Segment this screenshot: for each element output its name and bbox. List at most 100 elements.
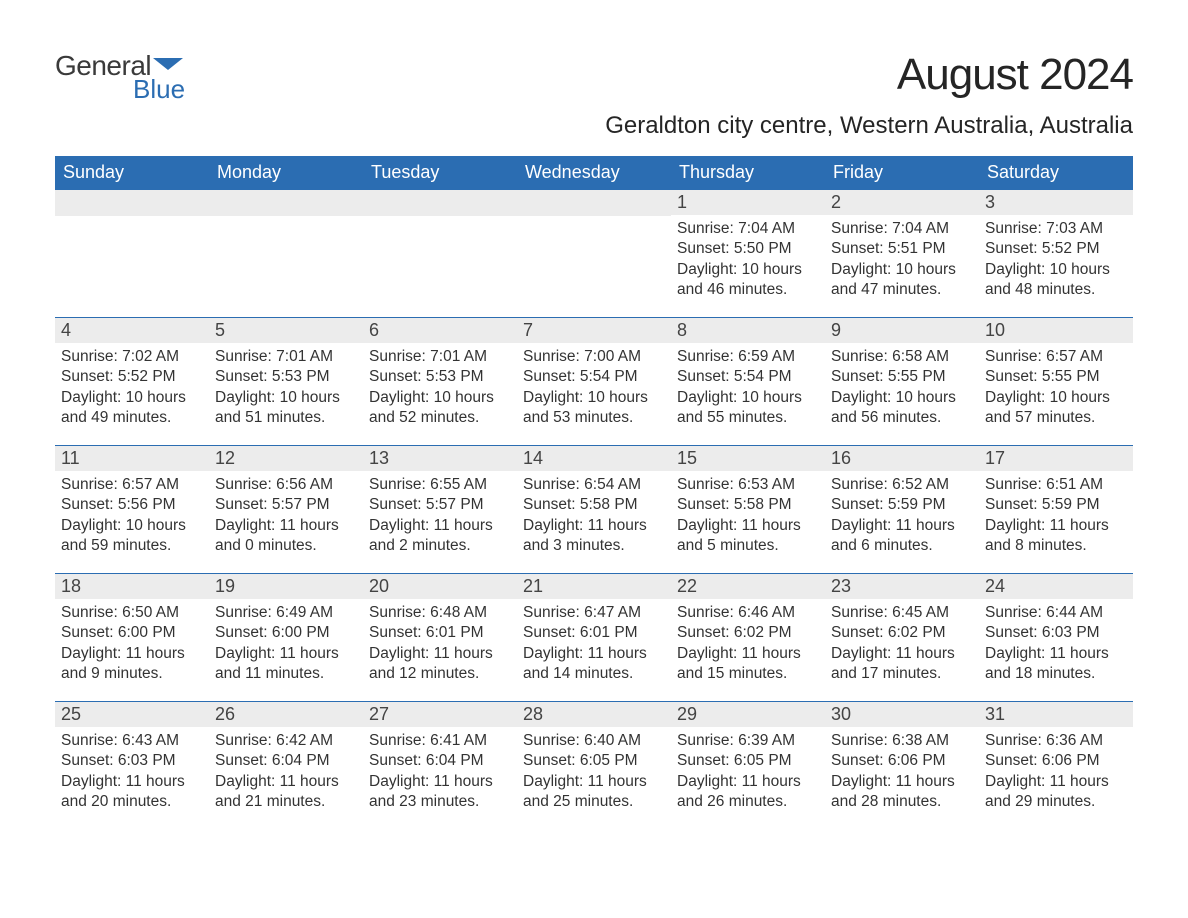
daylight-line: Daylight: 11 hours and 0 minutes. xyxy=(215,516,357,557)
logo-word2: Blue xyxy=(133,74,185,105)
sunrise-line: Sunrise: 7:04 AM xyxy=(677,219,819,239)
sunset-line: Sunset: 6:05 PM xyxy=(523,751,665,771)
daylight-line: Daylight: 10 hours and 47 minutes. xyxy=(831,260,973,301)
daylight-line: Daylight: 10 hours and 53 minutes. xyxy=(523,388,665,429)
day-number: 13 xyxy=(363,445,517,471)
day-header: Thursday xyxy=(671,156,825,189)
calendar-cell: 18Sunrise: 6:50 AMSunset: 6:00 PMDayligh… xyxy=(55,573,209,701)
daylight-line: Daylight: 11 hours and 23 minutes. xyxy=(369,772,511,813)
day-header: Saturday xyxy=(979,156,1133,189)
sunrise-line: Sunrise: 6:48 AM xyxy=(369,603,511,623)
calendar-cell: 16Sunrise: 6:52 AMSunset: 5:59 PMDayligh… xyxy=(825,445,979,573)
day-number: 22 xyxy=(671,573,825,599)
daylight-line: Daylight: 10 hours and 49 minutes. xyxy=(61,388,203,429)
sunrise-line: Sunrise: 6:49 AM xyxy=(215,603,357,623)
calendar-week-row: 25Sunrise: 6:43 AMSunset: 6:03 PMDayligh… xyxy=(55,701,1133,829)
day-number: 11 xyxy=(55,445,209,471)
calendar-cell: 26Sunrise: 6:42 AMSunset: 6:04 PMDayligh… xyxy=(209,701,363,829)
day-details: Sunrise: 6:45 AMSunset: 6:02 PMDaylight:… xyxy=(825,599,979,689)
day-number: 12 xyxy=(209,445,363,471)
daylight-line: Daylight: 11 hours and 26 minutes. xyxy=(677,772,819,813)
day-details: Sunrise: 6:39 AMSunset: 6:05 PMDaylight:… xyxy=(671,727,825,817)
calendar-cell: 30Sunrise: 6:38 AMSunset: 6:06 PMDayligh… xyxy=(825,701,979,829)
daylight-line: Daylight: 10 hours and 52 minutes. xyxy=(369,388,511,429)
day-details: Sunrise: 6:48 AMSunset: 6:01 PMDaylight:… xyxy=(363,599,517,689)
day-details: Sunrise: 6:44 AMSunset: 6:03 PMDaylight:… xyxy=(979,599,1133,689)
calendar-cell: 12Sunrise: 6:56 AMSunset: 5:57 PMDayligh… xyxy=(209,445,363,573)
day-number: 6 xyxy=(363,317,517,343)
sunset-line: Sunset: 5:51 PM xyxy=(831,239,973,259)
sunset-line: Sunset: 5:52 PM xyxy=(985,239,1127,259)
day-details: Sunrise: 6:47 AMSunset: 6:01 PMDaylight:… xyxy=(517,599,671,689)
sunrise-line: Sunrise: 6:58 AM xyxy=(831,347,973,367)
sunrise-line: Sunrise: 6:53 AM xyxy=(677,475,819,495)
sunset-line: Sunset: 6:05 PM xyxy=(677,751,819,771)
calendar-cell xyxy=(517,189,671,317)
daylight-line: Daylight: 11 hours and 6 minutes. xyxy=(831,516,973,557)
sunrise-line: Sunrise: 6:57 AM xyxy=(985,347,1127,367)
calendar-cell: 8Sunrise: 6:59 AMSunset: 5:54 PMDaylight… xyxy=(671,317,825,445)
day-details: Sunrise: 6:36 AMSunset: 6:06 PMDaylight:… xyxy=(979,727,1133,817)
calendar-week-row: 4Sunrise: 7:02 AMSunset: 5:52 PMDaylight… xyxy=(55,317,1133,445)
calendar-cell: 17Sunrise: 6:51 AMSunset: 5:59 PMDayligh… xyxy=(979,445,1133,573)
day-details: Sunrise: 6:58 AMSunset: 5:55 PMDaylight:… xyxy=(825,343,979,433)
sunset-line: Sunset: 6:02 PM xyxy=(831,623,973,643)
day-number: 31 xyxy=(979,701,1133,727)
sunset-line: Sunset: 5:50 PM xyxy=(677,239,819,259)
day-details: Sunrise: 6:41 AMSunset: 6:04 PMDaylight:… xyxy=(363,727,517,817)
sunrise-line: Sunrise: 6:36 AM xyxy=(985,731,1127,751)
page-title: August 2024 xyxy=(897,50,1133,100)
daylight-line: Daylight: 11 hours and 5 minutes. xyxy=(677,516,819,557)
day-number: 5 xyxy=(209,317,363,343)
daylight-line: Daylight: 11 hours and 21 minutes. xyxy=(215,772,357,813)
daylight-line: Daylight: 10 hours and 51 minutes. xyxy=(215,388,357,429)
calendar-cell xyxy=(363,189,517,317)
sunrise-line: Sunrise: 6:54 AM xyxy=(523,475,665,495)
sunrise-line: Sunrise: 6:56 AM xyxy=(215,475,357,495)
empty-day-bar xyxy=(55,189,209,216)
day-details: Sunrise: 7:03 AMSunset: 5:52 PMDaylight:… xyxy=(979,215,1133,305)
calendar-cell: 20Sunrise: 6:48 AMSunset: 6:01 PMDayligh… xyxy=(363,573,517,701)
sunrise-line: Sunrise: 6:52 AM xyxy=(831,475,973,495)
day-header: Tuesday xyxy=(363,156,517,189)
day-number: 18 xyxy=(55,573,209,599)
day-number: 17 xyxy=(979,445,1133,471)
sunset-line: Sunset: 5:58 PM xyxy=(523,495,665,515)
day-number: 24 xyxy=(979,573,1133,599)
sunrise-line: Sunrise: 6:55 AM xyxy=(369,475,511,495)
sunset-line: Sunset: 5:53 PM xyxy=(215,367,357,387)
day-number: 21 xyxy=(517,573,671,599)
calendar-cell: 9Sunrise: 6:58 AMSunset: 5:55 PMDaylight… xyxy=(825,317,979,445)
calendar-cell: 27Sunrise: 6:41 AMSunset: 6:04 PMDayligh… xyxy=(363,701,517,829)
calendar-header-row: SundayMondayTuesdayWednesdayThursdayFrid… xyxy=(55,156,1133,189)
daylight-line: Daylight: 11 hours and 25 minutes. xyxy=(523,772,665,813)
sunrise-line: Sunrise: 7:02 AM xyxy=(61,347,203,367)
day-number: 10 xyxy=(979,317,1133,343)
sunrise-line: Sunrise: 7:04 AM xyxy=(831,219,973,239)
day-details: Sunrise: 6:56 AMSunset: 5:57 PMDaylight:… xyxy=(209,471,363,561)
daylight-line: Daylight: 10 hours and 46 minutes. xyxy=(677,260,819,301)
day-header: Wednesday xyxy=(517,156,671,189)
sunrise-line: Sunrise: 6:57 AM xyxy=(61,475,203,495)
daylight-line: Daylight: 11 hours and 9 minutes. xyxy=(61,644,203,685)
daylight-line: Daylight: 11 hours and 14 minutes. xyxy=(523,644,665,685)
day-number: 9 xyxy=(825,317,979,343)
sunrise-line: Sunrise: 6:45 AM xyxy=(831,603,973,623)
sunset-line: Sunset: 6:06 PM xyxy=(831,751,973,771)
sunrise-line: Sunrise: 7:01 AM xyxy=(369,347,511,367)
calendar-cell: 7Sunrise: 7:00 AMSunset: 5:54 PMDaylight… xyxy=(517,317,671,445)
sunset-line: Sunset: 6:01 PM xyxy=(523,623,665,643)
day-number: 30 xyxy=(825,701,979,727)
sunset-line: Sunset: 5:57 PM xyxy=(215,495,357,515)
calendar-week-row: 18Sunrise: 6:50 AMSunset: 6:00 PMDayligh… xyxy=(55,573,1133,701)
daylight-line: Daylight: 10 hours and 56 minutes. xyxy=(831,388,973,429)
day-number: 7 xyxy=(517,317,671,343)
calendar-cell: 1 Sunrise: 7:04 AMSunset: 5:50 PMDaylight… xyxy=(671,189,825,317)
daylight-line: Daylight: 11 hours and 18 minutes. xyxy=(985,644,1127,685)
daylight-line: Daylight: 11 hours and 20 minutes. xyxy=(61,772,203,813)
day-number: 1 xyxy=(671,189,825,215)
day-number: 23 xyxy=(825,573,979,599)
day-details: Sunrise: 7:04 AMSunset: 5:51 PMDaylight:… xyxy=(825,215,979,305)
daylight-line: Daylight: 11 hours and 17 minutes. xyxy=(831,644,973,685)
calendar-cell: 19Sunrise: 6:49 AMSunset: 6:00 PMDayligh… xyxy=(209,573,363,701)
